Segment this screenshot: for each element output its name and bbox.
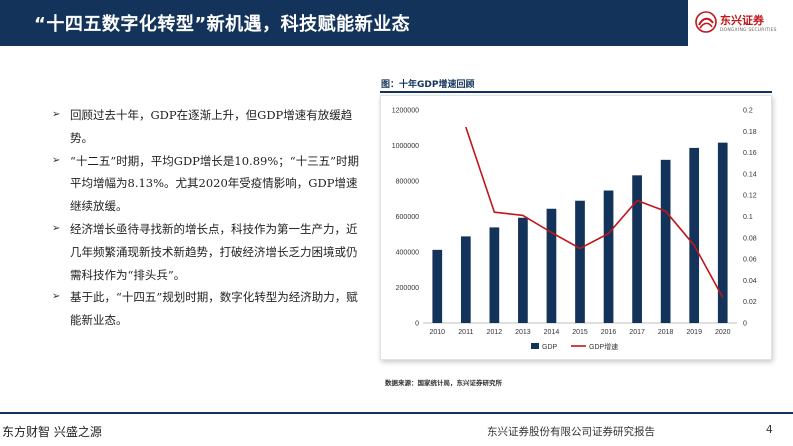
x-tick-label: 2020 (715, 329, 731, 336)
bullet-text: 经济增长亟待寻找新的增长点，科技作为第一生产力，近几年频繁涌现新技术新趋势，打破… (70, 221, 358, 282)
bullet-list: ➢ 回顾过去十年，GDP在逐渐上升，但GDP增速有放缓趋势。 ➢ “十二五”时期… (50, 104, 368, 332)
x-tick-label: 2015 (572, 329, 588, 336)
y-right-tick-label: 0.04 (743, 278, 757, 285)
gdp-growth-line (465, 126, 724, 298)
x-tick-label: 2019 (686, 329, 702, 336)
y-left-tick-label: 400000 (396, 250, 419, 257)
bullet-item: ➢ “十二五”时期，平均GDP增长是10.89%；“十三五”时期平均增幅为8.1… (50, 150, 368, 218)
y-right-tick-label: 0.02 (743, 299, 757, 306)
y-right-tick-label: 0.16 (743, 150, 757, 157)
x-tick-label: 2014 (544, 329, 560, 336)
y-right-tick-label: 0.18 (743, 129, 757, 136)
gdp-chart-svg: 0 200000 400000 600000 800000 1000000 1200000 0… (392, 108, 757, 352)
legend-gdp-label: GDP (542, 344, 558, 351)
y-left-tick-label: 800000 (396, 179, 419, 186)
y-left-tick-label: 1000000 (392, 143, 419, 150)
logo-subtext: DONGXING SECURITIES (720, 28, 777, 33)
title-bar: “十四五数字化转型”新机遇，科技赋能新业态 (0, 0, 688, 46)
gdp-bar (603, 190, 614, 323)
gdp-bar (575, 200, 585, 323)
page-title: “十四五数字化转型”新机遇，科技赋能新业态 (34, 14, 411, 35)
page-number: 4 (766, 424, 773, 436)
legend-gdp-swatch (531, 343, 539, 349)
x-tick-label: 2013 (515, 329, 531, 336)
gdp-bar (460, 236, 471, 323)
gdp-bar (546, 208, 557, 323)
arrow-bullet-icon: ➢ (52, 154, 61, 166)
y-left-tick-label: 600000 (396, 214, 419, 221)
dongxing-logo-icon (695, 11, 717, 33)
gdp-bar (660, 159, 671, 323)
figure-title-rule (380, 91, 772, 93)
bullet-item: ➢ 经济增长亟待寻找新的增长点，科技作为第一生产力，近几年频繁涌现新技术新趋势，… (50, 218, 368, 286)
arrow-bullet-icon: ➢ (52, 291, 61, 303)
bullet-item: ➢ 基于此，“十四五”规划时期，数字化转型为经济助力，赋能新业态。 (50, 286, 368, 332)
gdp-chart: 0 200000 400000 600000 800000 1000000 1200000 0… (380, 95, 772, 360)
y-right-tick-label: 0.14 (743, 171, 757, 178)
gdp-bar (432, 249, 443, 323)
y-left-tick-label: 1200000 (392, 108, 419, 115)
y-left-tick-label: 200000 (396, 285, 419, 292)
y-right-tick-label: 0.2 (743, 108, 753, 115)
y-right-tick-label: 0.12 (743, 193, 757, 200)
legend-growth-label: GDP增速 (589, 342, 618, 351)
figure-source: 数据来源：国家统计局，东兴证券研究所 (385, 379, 502, 387)
y-right-tick-label: 0.06 (743, 257, 757, 264)
arrow-bullet-icon: ➢ (52, 109, 61, 120)
bullet-item: ➢ 回顾过去十年，GDP在逐渐上升，但GDP增速有放缓趋势。 (50, 104, 368, 150)
figure-title: 图：十年GDP增速回顾 (381, 80, 475, 90)
x-tick-label: 2012 (487, 329, 503, 336)
bullet-text: 回顾过去十年，GDP在逐渐上升，但GDP增速有放缓趋势。 (70, 108, 353, 145)
x-tick-label: 2017 (629, 329, 645, 336)
logo-text: 东兴证券 (720, 14, 764, 27)
x-tick-label: 2018 (658, 329, 674, 336)
x-tick-label: 2010 (429, 329, 445, 336)
bullet-text: 基于此，“十四五”规划时期，数字化转型为经济助力，赋能新业态。 (70, 290, 358, 328)
company-logo: 东兴证券 DONGXING SECURITIES (690, 0, 793, 46)
gdp-bar (489, 227, 500, 323)
bullet-text: “十二五”时期，平均GDP增长是10.89%；“十三五”时期平均增幅为8.13%… (70, 153, 360, 214)
gdp-bar (689, 147, 700, 323)
footer-slogan: 东方财智 兴盛之源 (2, 425, 102, 439)
gdp-bar (632, 175, 642, 323)
y-left-tick-label: 0 (415, 321, 419, 328)
arrow-bullet-icon: ➢ (52, 222, 61, 234)
footer-company: 东兴证券股份有限公司证券研究报告 (487, 426, 655, 438)
y-right-tick-label: 0.08 (743, 235, 757, 242)
y-right-tick-label: 0 (743, 321, 747, 328)
x-tick-label: 2011 (458, 329, 473, 336)
x-tick-label: 2016 (601, 329, 617, 336)
footer-rule (0, 412, 793, 414)
gdp-bar (717, 142, 728, 323)
y-right-tick-label: 0.1 (743, 214, 753, 221)
gdp-bar (518, 217, 528, 323)
